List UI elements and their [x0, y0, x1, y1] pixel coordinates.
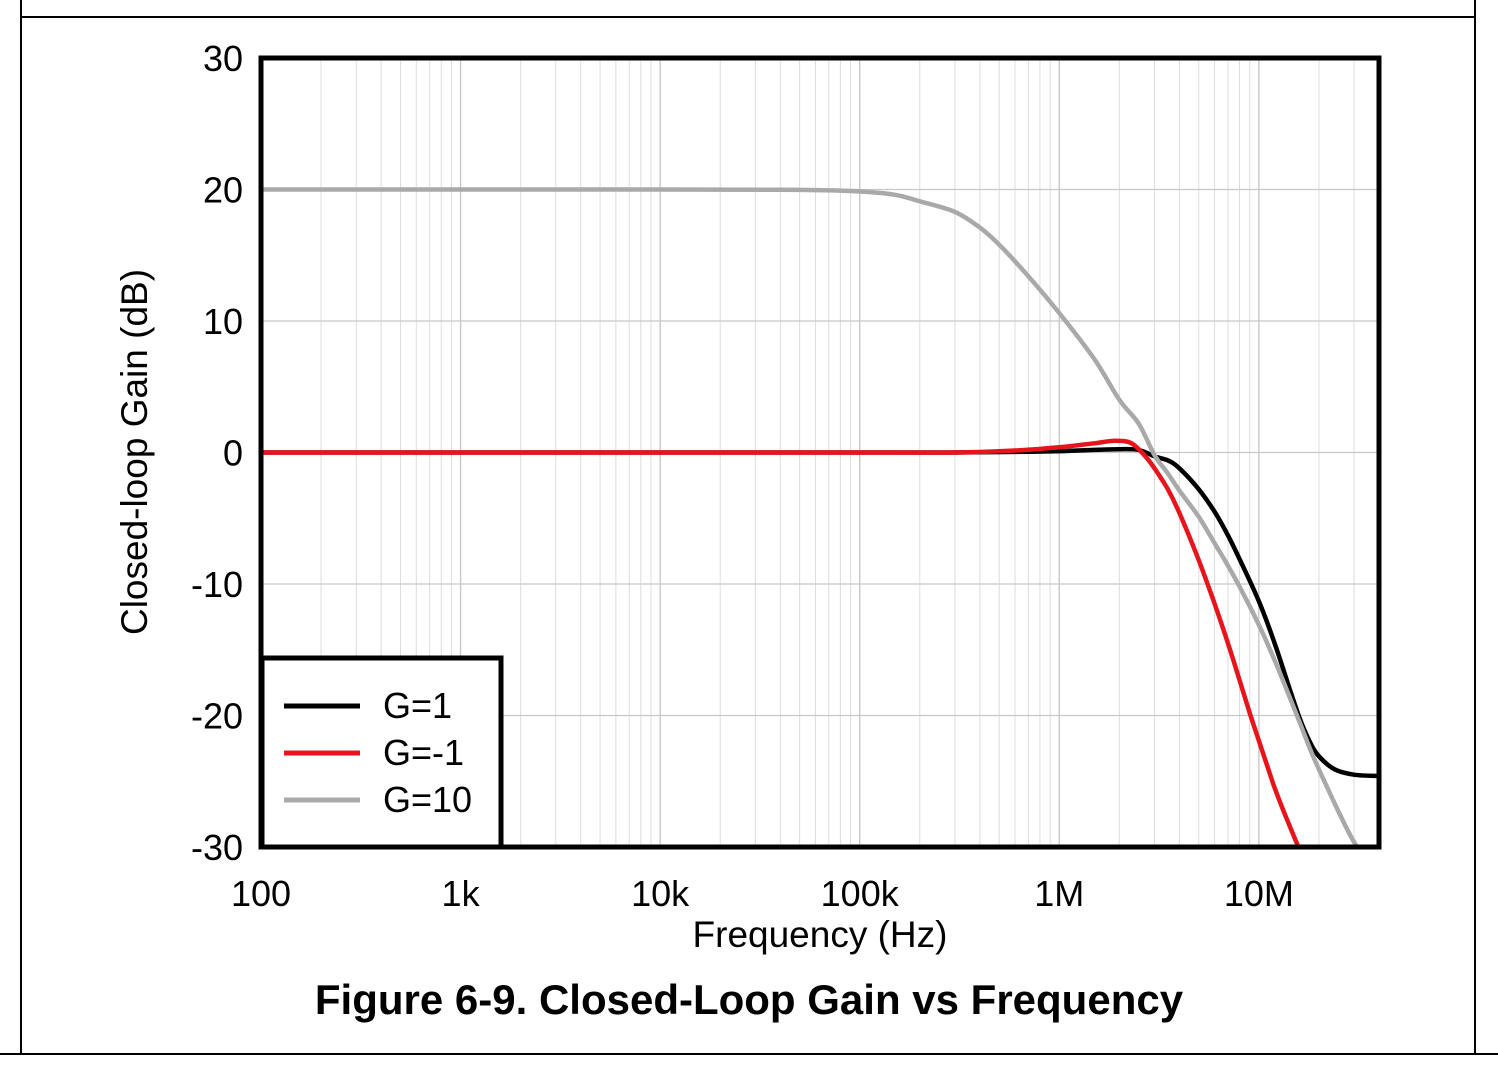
y-tick-label: -10 — [191, 564, 243, 605]
series-lines — [260, 187, 1380, 849]
y-tick-label: -30 — [191, 827, 243, 868]
y-axis-title: Closed-loop Gain (dB) — [114, 269, 155, 635]
x-tick-label: 100k — [821, 873, 900, 914]
plot-border — [258, 55, 1382, 850]
frame-left-line — [20, 0, 22, 1055]
y-tick-label: 30 — [203, 38, 243, 79]
y-tick-label: 20 — [203, 170, 243, 211]
frame-top-line — [21, 16, 1476, 18]
frame-right-line — [1474, 0, 1476, 1055]
legend: G=1 G=-1 G=10 — [259, 655, 504, 850]
series-line-2 — [261, 438, 1301, 848]
legend-box — [259, 655, 504, 850]
x-axis-title: Frequency (Hz) — [693, 914, 948, 955]
x-tick-label: 1k — [442, 873, 481, 914]
x-tick-label: 10k — [631, 873, 690, 914]
x-tick-label: 10M — [1224, 873, 1294, 914]
figure-caption: Figure 6-9. Closed-Loop Gain vs Frequenc… — [314, 976, 1184, 1023]
legend-label: G=10 — [383, 779, 472, 820]
y-tick-label: -20 — [191, 696, 243, 737]
legend-label: G=1 — [383, 685, 452, 726]
series-line-3 — [260, 187, 1359, 849]
y-tick-label: 10 — [203, 301, 243, 342]
x-tick-label: 100 — [231, 873, 291, 914]
x-tick-label: 1M — [1034, 873, 1084, 914]
frame-bottom-line — [0, 1053, 1498, 1055]
legend-label: G=-1 — [383, 732, 464, 773]
y-tick-label: 0 — [223, 433, 243, 474]
